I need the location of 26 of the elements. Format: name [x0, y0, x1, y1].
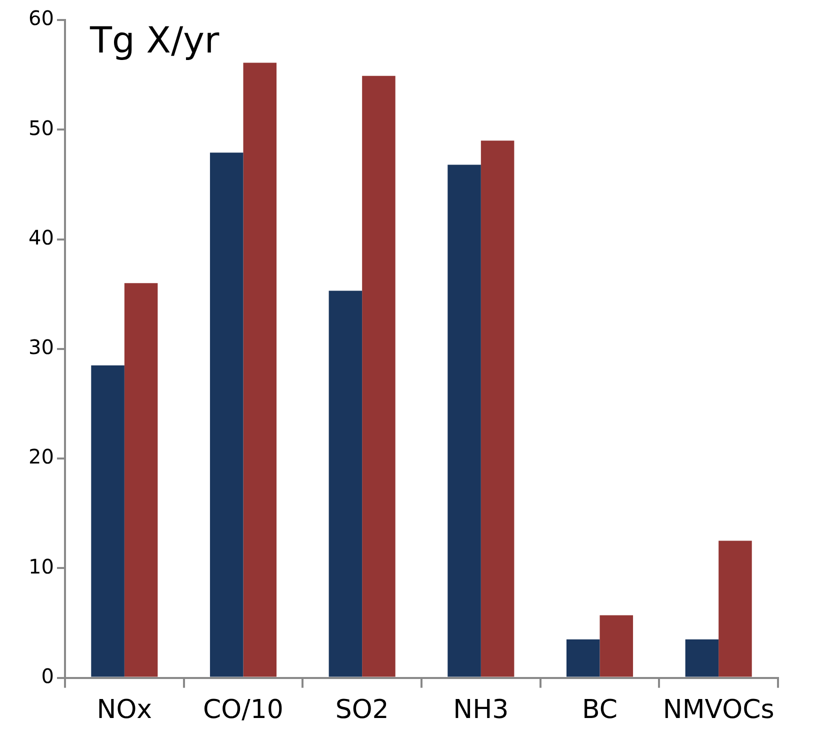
y-tick-label: 50: [28, 116, 54, 140]
bar: [124, 283, 158, 677]
x-tick-label: NOx: [96, 695, 152, 726]
bar: [328, 290, 362, 677]
y-tick-label: 10: [28, 554, 54, 578]
y-tick-label: 20: [28, 444, 54, 469]
bar: [718, 540, 752, 677]
y-tick-label: 60: [28, 6, 54, 30]
y-tick-label: 30: [28, 335, 54, 360]
x-tick-label: BC: [582, 695, 618, 726]
bar: [566, 639, 600, 677]
x-tick-label: NMVOCs: [662, 695, 774, 726]
x-tick-label: SO2: [335, 695, 389, 726]
x-tick-label: NH3: [453, 695, 509, 726]
bar: [685, 639, 719, 677]
bar: [448, 164, 481, 677]
y-tick-label: 0: [41, 664, 54, 688]
bar: [243, 62, 277, 677]
bar: [91, 365, 124, 677]
bar: [600, 615, 634, 677]
x-tick-label: CO/10: [203, 695, 284, 726]
bar: [210, 152, 244, 677]
bar: [362, 76, 396, 677]
chart-title: Tg X/yr: [89, 20, 220, 62]
bar: [480, 140, 514, 677]
y-tick-label: 40: [28, 225, 54, 250]
